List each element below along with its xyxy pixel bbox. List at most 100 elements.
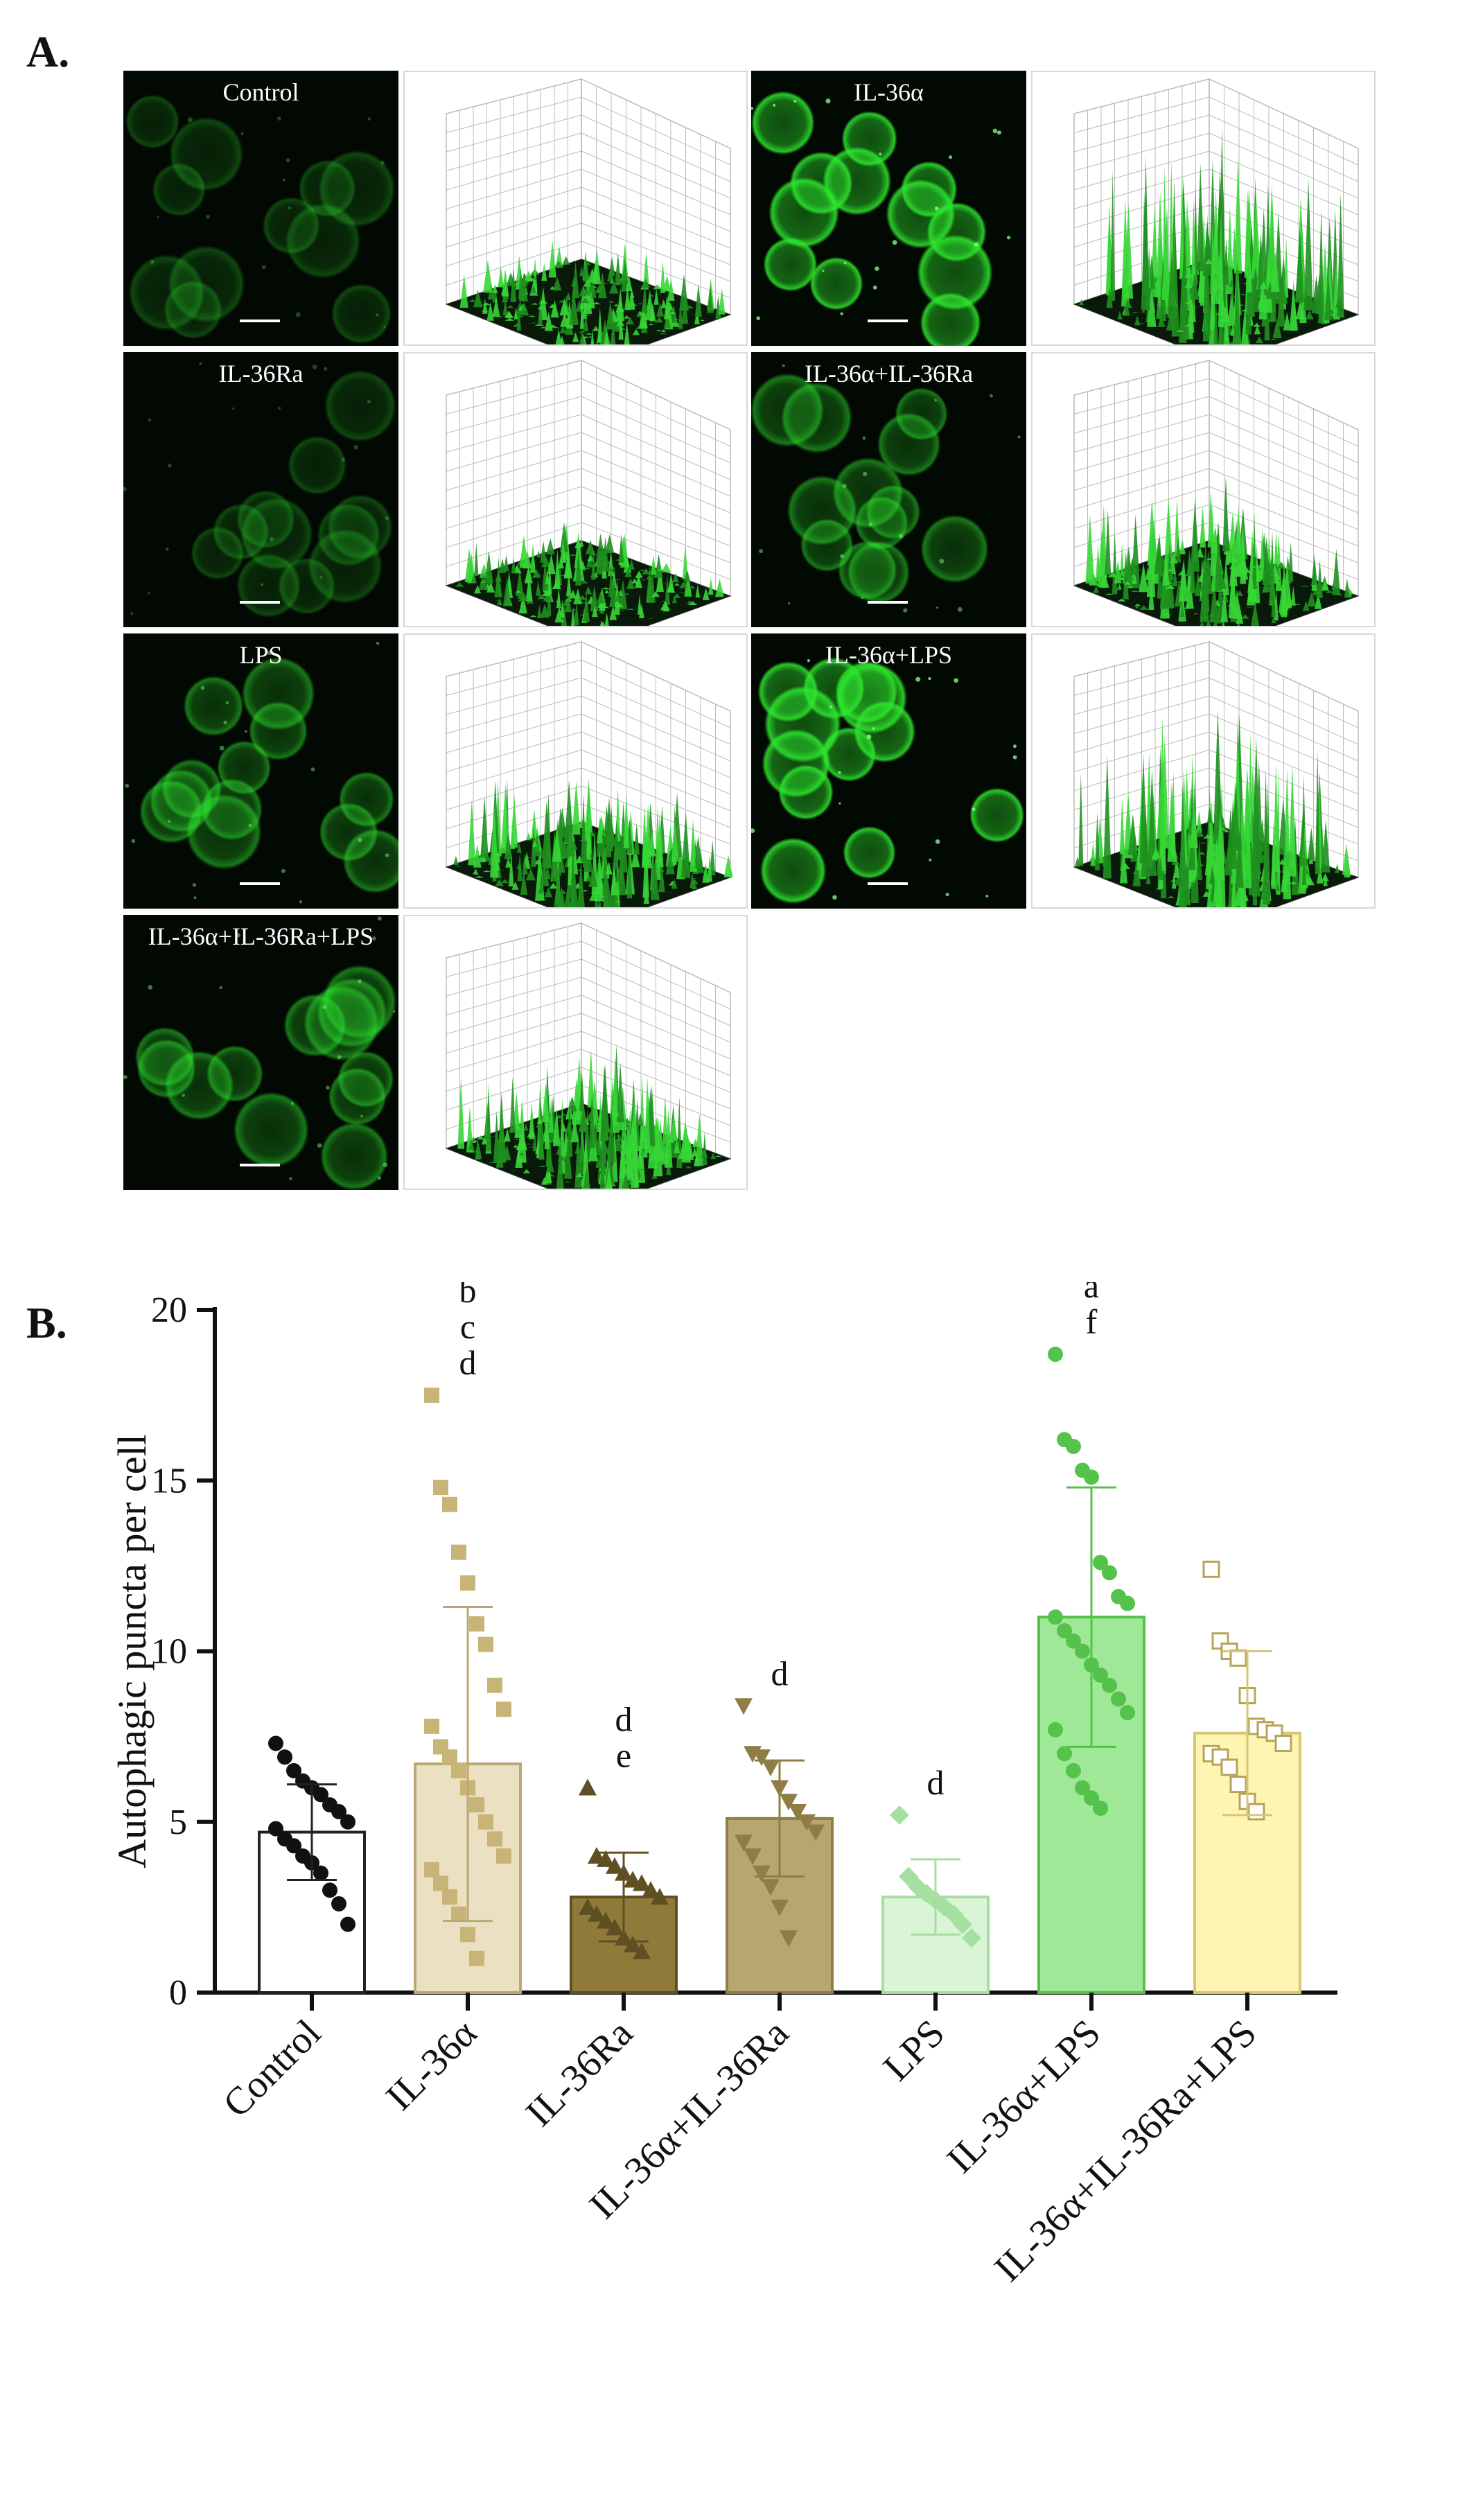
surface-spike xyxy=(599,341,601,344)
surface-spike xyxy=(1157,856,1163,880)
surface-spike xyxy=(1168,568,1172,572)
data-point xyxy=(340,1916,355,1932)
surface-spike xyxy=(518,315,524,317)
cell-shape xyxy=(809,256,863,310)
surface-spike xyxy=(1134,604,1141,606)
surface-spike xyxy=(453,856,459,865)
surface-spike xyxy=(592,301,601,305)
surface-spike xyxy=(1240,293,1246,295)
puncta-dot xyxy=(282,178,286,182)
cell-shape xyxy=(164,280,222,340)
data-point xyxy=(624,1936,642,1953)
surface-spike xyxy=(1232,780,1240,846)
surface-spike xyxy=(540,326,547,329)
surface-spike xyxy=(1206,807,1213,823)
puncta-dot xyxy=(150,260,155,264)
surface-spike xyxy=(1167,896,1175,898)
surface-spike xyxy=(1190,273,1200,300)
surface-spike xyxy=(473,290,483,308)
puncta-dot xyxy=(838,802,841,805)
surface-spike xyxy=(563,893,570,894)
puncta-dot xyxy=(358,837,362,843)
significance-letter: c xyxy=(460,1307,475,1346)
surface-spike xyxy=(620,307,625,309)
panel-a-letter: A. xyxy=(26,27,70,76)
surface-spike xyxy=(1276,767,1281,895)
surface-spike xyxy=(1145,567,1151,580)
data-point xyxy=(633,1874,651,1891)
surface-spike xyxy=(492,284,498,294)
surface-spike xyxy=(565,1121,572,1133)
surface-spike xyxy=(1257,283,1267,310)
significance-letter: b xyxy=(459,1282,477,1310)
surface-spike xyxy=(520,871,528,895)
surface-spike xyxy=(599,1155,606,1189)
surface-spike xyxy=(628,559,635,570)
data-point xyxy=(1048,1722,1063,1738)
data-point xyxy=(1120,1595,1135,1611)
puncta-dot xyxy=(936,606,939,609)
surface-spike xyxy=(1202,221,1210,342)
surface-spike xyxy=(1253,322,1261,327)
surface-spike xyxy=(1123,581,1132,585)
surface-spike xyxy=(1185,265,1193,268)
surface-spike xyxy=(656,303,665,317)
significance-letter: d xyxy=(615,1700,633,1739)
y-axis-label: Autophagic puncta per cell xyxy=(109,1434,155,1868)
surface-spike xyxy=(1220,298,1226,315)
surface-spike xyxy=(584,261,591,265)
surface-spike xyxy=(599,609,605,614)
surface-spike xyxy=(504,311,514,318)
surface-spike xyxy=(1290,586,1296,606)
surface-spike xyxy=(708,301,712,308)
surface-spike xyxy=(1180,604,1185,617)
surface-spike xyxy=(522,550,532,569)
surface-spike xyxy=(606,907,611,909)
surface-spike xyxy=(592,892,600,895)
puncta-dot xyxy=(793,99,797,103)
surface-spike xyxy=(554,261,563,268)
surface-spike xyxy=(516,864,522,869)
puncta-dot xyxy=(319,576,323,579)
surface-spike xyxy=(486,302,494,321)
surface-spike xyxy=(653,1115,663,1177)
puncta-dot xyxy=(868,523,872,527)
puncta-dot xyxy=(931,367,934,370)
puncta-dot xyxy=(875,266,879,271)
surface-spike xyxy=(480,581,486,583)
cell-shape xyxy=(217,740,272,795)
surface-spike xyxy=(574,1141,581,1154)
surface-spike xyxy=(1155,300,1161,320)
surface-spike xyxy=(577,861,585,907)
surface-spike xyxy=(1289,280,1298,331)
surface-spike xyxy=(1143,155,1149,288)
surface-spike xyxy=(474,542,479,576)
surface-spike xyxy=(552,277,562,291)
surface-spike xyxy=(637,1144,644,1169)
surface-spike xyxy=(589,551,597,556)
data-point xyxy=(597,1850,615,1867)
surface-spike xyxy=(1251,846,1261,897)
data-point xyxy=(1229,1776,1247,1794)
surface-spike xyxy=(468,299,476,302)
data-point xyxy=(451,1906,466,1922)
data-point xyxy=(460,1575,475,1591)
puncta-dot xyxy=(759,549,764,554)
surface-spike xyxy=(1242,627,1249,628)
surface-spike xyxy=(1119,575,1125,578)
puncta-dot xyxy=(249,96,252,99)
cell-shape xyxy=(969,787,1025,843)
surface-spike xyxy=(1344,578,1351,598)
surface-spike xyxy=(1222,622,1225,626)
cell-shape xyxy=(920,514,989,584)
surface-spike xyxy=(1209,216,1215,330)
surface-spike xyxy=(1184,281,1193,288)
data-point xyxy=(1084,1790,1099,1806)
surface-spike xyxy=(670,1114,678,1141)
surface-spike xyxy=(511,558,516,574)
surface-spike xyxy=(1228,557,1238,618)
surface-spike xyxy=(549,324,557,328)
surface-spike xyxy=(674,1138,680,1154)
surface-spike xyxy=(1271,584,1276,618)
surface-spike xyxy=(597,899,601,907)
